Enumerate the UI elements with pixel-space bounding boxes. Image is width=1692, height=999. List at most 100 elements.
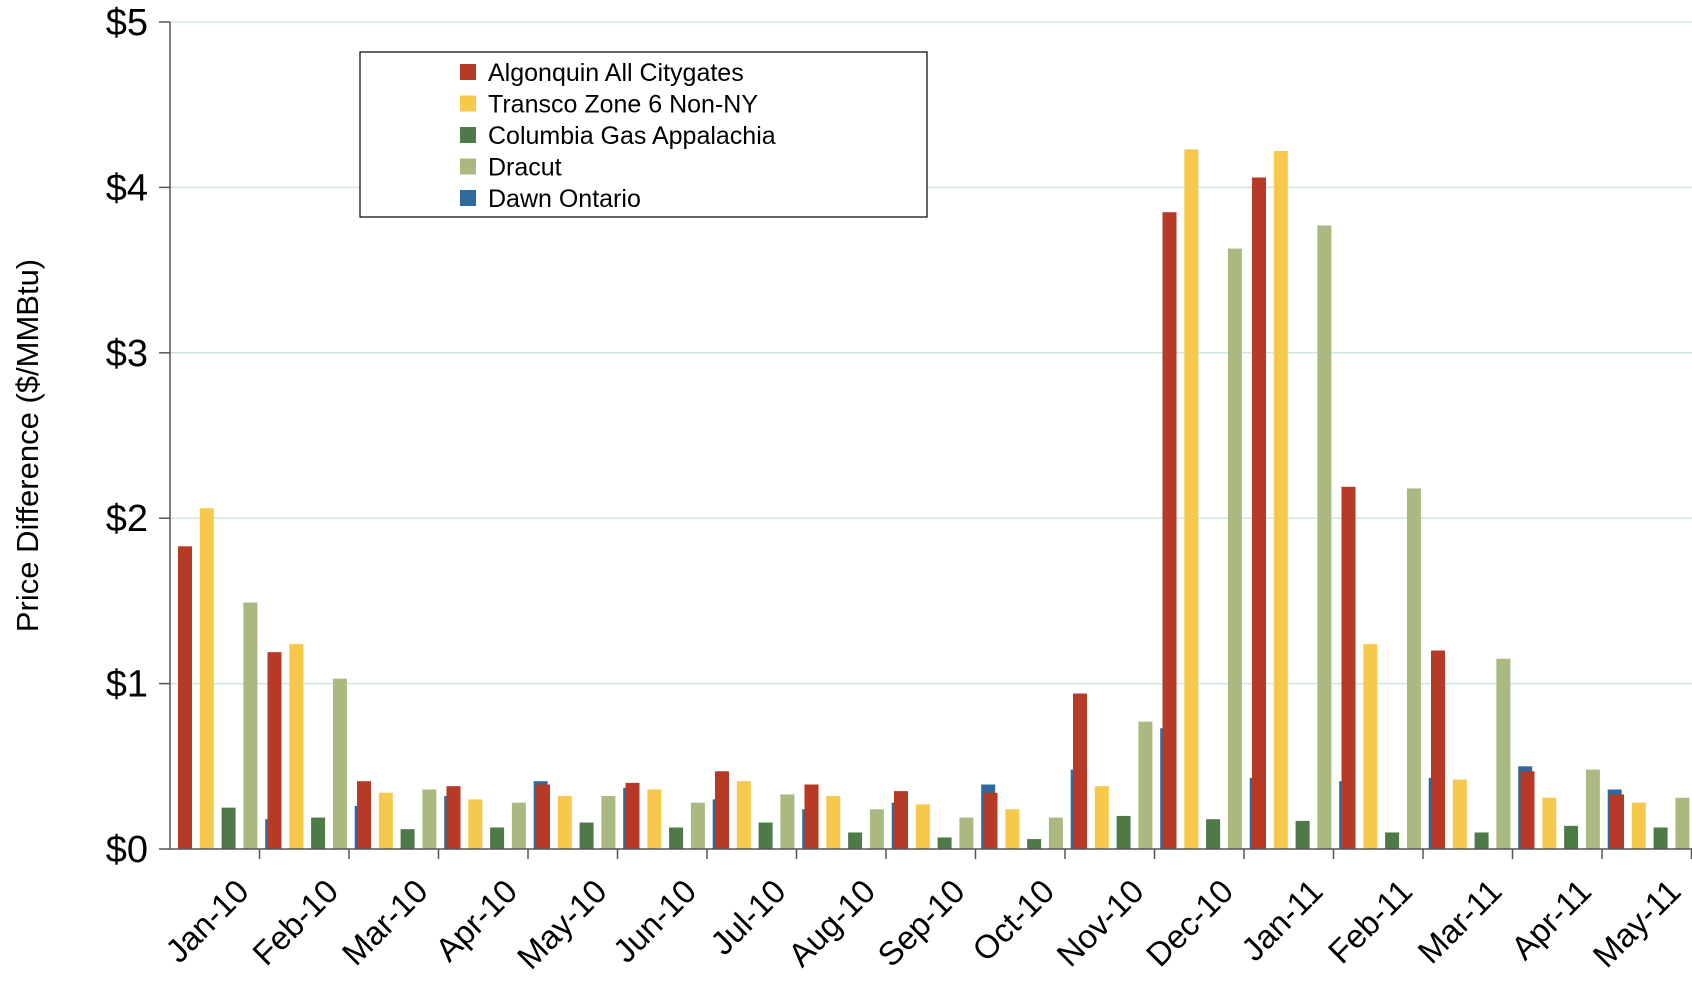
bar-dracut-oct-10 (1048, 817, 1063, 849)
x-tick-label: Feb-11 (1321, 872, 1419, 970)
legend-swatch (460, 190, 476, 206)
x-tick-label: Jan-11 (1234, 872, 1330, 968)
bar-transco-zone-6-non-ny-apr-10 (468, 799, 483, 849)
bar-dracut-jul-10 (780, 794, 795, 849)
bar-columbia-gas-appalachia-jul-10 (758, 822, 773, 849)
bar-dracut-mar-11 (1496, 658, 1511, 849)
bar-columbia-gas-appalachia-feb-11 (1385, 832, 1400, 849)
bar-columbia-gas-appalachia-may-10 (579, 822, 594, 849)
bar-algonquin-all-citygates-mar-10 (357, 781, 371, 849)
bar-dracut-feb-11 (1406, 488, 1421, 849)
x-tick-label: May-11 (1585, 872, 1687, 974)
axes (159, 21, 1692, 859)
y-axis-label: Price Difference ($/MMBtu) (10, 259, 45, 632)
bar-transco-zone-6-non-ny-sep-10 (915, 804, 930, 849)
x-tick-label: Mar-10 (335, 872, 435, 972)
x-tick-label: Feb-10 (245, 872, 345, 972)
x-tick-label: Sep-10 (870, 872, 971, 973)
bar-algonquin-all-citygates-may-11 (1610, 794, 1624, 849)
bar-columbia-gas-appalachia-mar-10 (400, 829, 415, 849)
bar-dracut-nov-10 (1138, 721, 1153, 849)
bar-columbia-gas-appalachia-apr-10 (490, 827, 505, 849)
bar-dracut-apr-10 (511, 802, 526, 849)
bar-algonquin-all-citygates-oct-10 (983, 792, 998, 849)
bar-transco-zone-6-non-ny-jun-10 (647, 789, 662, 849)
bar-transco-zone-6-non-ny-jan-10 (199, 508, 214, 849)
y-tick-label: $4 (106, 167, 148, 209)
bar-algonquin-all-citygates-nov-10 (1073, 693, 1087, 849)
bar-columbia-gas-appalachia-jan-10 (221, 807, 236, 849)
bar-transco-zone-6-non-ny-may-10 (557, 796, 572, 849)
bar-columbia-gas-appalachia-feb-10 (311, 817, 326, 849)
x-tick-label: Oct-10 (965, 872, 1061, 968)
bar-algonquin-all-citygates-feb-11 (1341, 486, 1356, 849)
bar-columbia-gas-appalachia-apr-11 (1564, 825, 1579, 849)
bar-algonquin-all-citygates-jan-10 (178, 546, 192, 849)
bars (178, 149, 1690, 850)
bar-columbia-gas-appalachia-dec-10 (1206, 819, 1221, 849)
bar-columbia-gas-appalachia-sep-10 (937, 837, 952, 849)
x-tick-label: Apr-11 (1504, 872, 1598, 966)
bar-dracut-mar-10 (422, 789, 437, 849)
x-tick-label: Jul-10 (703, 872, 793, 962)
x-tick-label: Aug-10 (781, 872, 882, 973)
bar-transco-zone-6-non-ny-dec-10 (1184, 149, 1199, 849)
legend-label: Dracut (488, 154, 562, 182)
bar-transco-zone-6-non-ny-mar-11 (1452, 779, 1467, 849)
bar-dracut-jun-10 (690, 802, 705, 849)
y-tick-label: $3 (106, 333, 148, 375)
x-tick-label: Mar-11 (1410, 872, 1508, 970)
bar-transco-zone-6-non-ny-feb-10 (289, 643, 304, 849)
bar-columbia-gas-appalachia-aug-10 (848, 832, 863, 849)
legend-label: Transco Zone 6 Non-NY (488, 91, 758, 119)
bar-columbia-gas-appalachia-may-11 (1653, 827, 1668, 849)
bar-algonquin-all-citygates-jun-10 (625, 782, 640, 849)
bar-algonquin-all-citygates-may-10 (536, 784, 550, 849)
legend-label: Dawn Ontario (488, 185, 641, 213)
bar-algonquin-all-citygates-aug-10 (804, 784, 819, 849)
bar-transco-zone-6-non-ny-nov-10 (1094, 786, 1109, 849)
bar-dracut-jan-10 (243, 602, 258, 849)
bar-transco-zone-6-non-ny-aug-10 (826, 796, 841, 849)
legend-label: Algonquin All Citygates (488, 59, 744, 87)
bar-algonquin-all-citygates-feb-10 (267, 652, 282, 849)
bar-dracut-dec-10 (1227, 248, 1242, 849)
legend-swatch (460, 127, 476, 143)
bar-transco-zone-6-non-ny-oct-10 (1005, 809, 1020, 849)
x-tick-label: Dec-10 (1139, 872, 1240, 973)
legend-swatch (460, 158, 476, 175)
legend: Algonquin All Citygates Transco Zone 6 No… (359, 51, 928, 218)
bar-dracut-may-11 (1675, 797, 1690, 849)
x-tick-label: Apr-10 (428, 872, 524, 968)
bar-dracut-sep-10 (959, 817, 974, 849)
legend-box (359, 51, 928, 218)
bar-algonquin-all-citygates-jul-10 (715, 771, 729, 849)
x-tick-label: Nov-10 (1049, 872, 1150, 973)
bar-transco-zone-6-non-ny-jan-11 (1273, 151, 1288, 850)
bar-dracut-feb-10 (332, 678, 347, 849)
bar-columbia-gas-appalachia-jan-11 (1295, 820, 1310, 849)
bar-algonquin-all-citygates-jan-11 (1252, 177, 1266, 849)
legend-swatch (460, 64, 476, 80)
bar-algonquin-all-citygates-apr-11 (1520, 771, 1535, 849)
bar-algonquin-all-citygates-dec-10 (1162, 212, 1177, 849)
x-tick-label: May-10 (510, 872, 614, 976)
bar-columbia-gas-appalachia-nov-10 (1116, 815, 1131, 849)
bar-dracut-may-10 (601, 796, 616, 849)
legend-label: Columbia Gas Appalachia (488, 122, 776, 150)
bar-transco-zone-6-non-ny-may-11 (1631, 802, 1646, 849)
bar-algonquin-all-citygates-apr-10 (446, 786, 461, 849)
bar-columbia-gas-appalachia-mar-11 (1474, 832, 1489, 849)
y-tick-label: $5 (106, 2, 148, 44)
bar-columbia-gas-appalachia-oct-10 (1027, 839, 1042, 849)
bar-algonquin-all-citygates-mar-11 (1431, 650, 1445, 849)
x-tick-label: Jan-10 (158, 872, 256, 970)
bar-transco-zone-6-non-ny-jul-10 (736, 781, 751, 849)
bar-dracut-aug-10 (869, 809, 884, 849)
y-tick-label: $2 (106, 498, 148, 540)
bar-dracut-apr-11 (1585, 769, 1600, 849)
bar-transco-zone-6-non-ny-mar-10 (378, 792, 393, 849)
bar-columbia-gas-appalachia-jun-10 (669, 827, 684, 849)
